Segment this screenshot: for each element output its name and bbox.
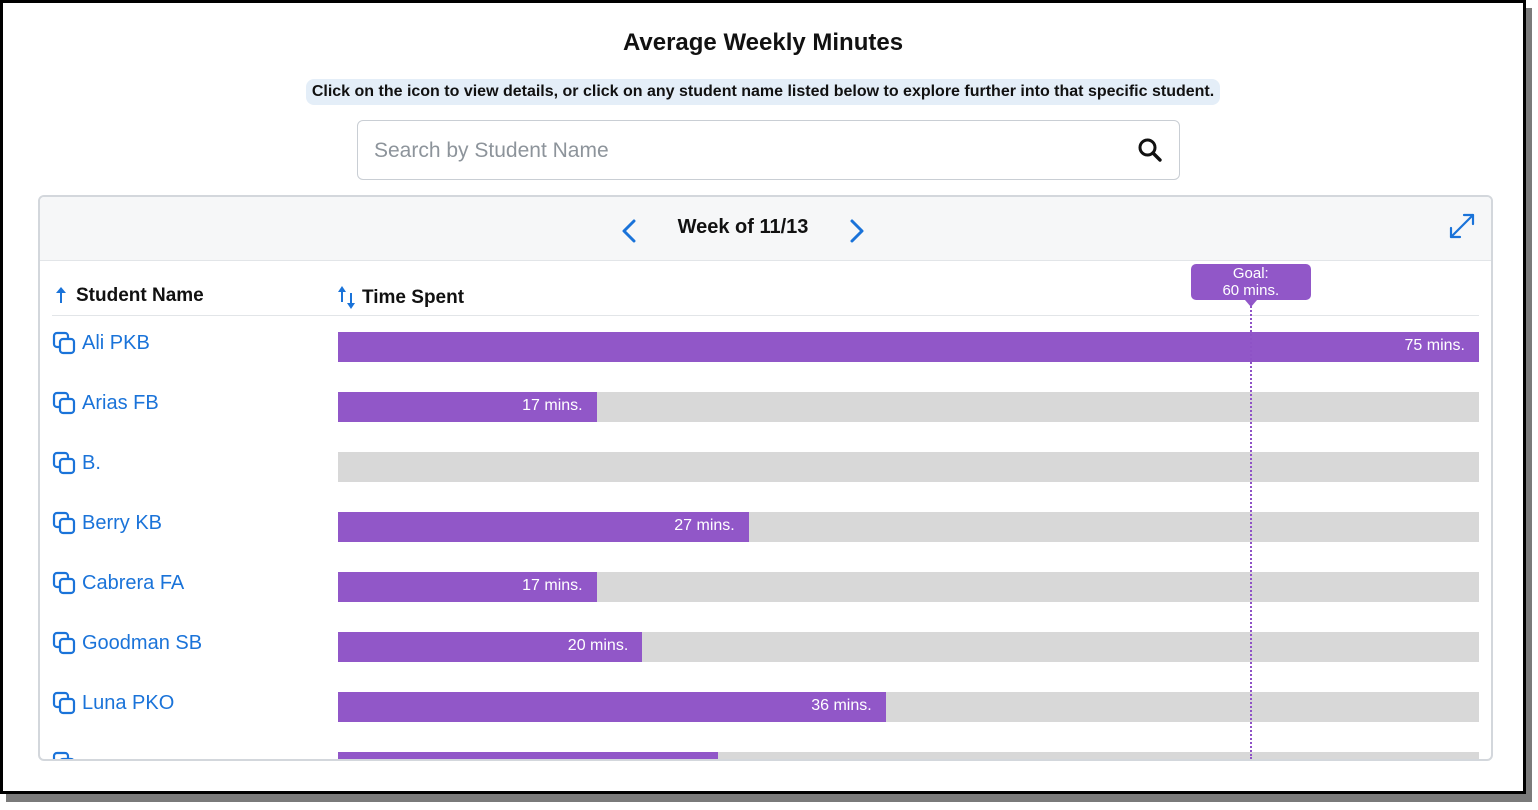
- table-row: Ali PKB 75 mins.: [40, 317, 1491, 377]
- details-icon[interactable]: [52, 571, 76, 595]
- details-icon[interactable]: [52, 451, 76, 475]
- table-row: Berry KB 27 mins.: [40, 497, 1491, 557]
- student-name: Arias FB: [82, 391, 159, 414]
- details-icon[interactable]: [52, 331, 76, 355]
- time-bar-track: 20 mins.: [338, 632, 1479, 662]
- table-row: [40, 737, 1491, 761]
- time-bar-track: 36 mins.: [338, 692, 1479, 722]
- header-divider: [52, 315, 1479, 316]
- time-bar-track: 17 mins.: [338, 572, 1479, 602]
- student-name: Goodman SB: [82, 631, 203, 654]
- student-name-link[interactable]: B.: [52, 451, 101, 475]
- week-label: Week of 11/13: [677, 216, 809, 238]
- student-name-link[interactable]: Goodman SB: [52, 631, 202, 655]
- details-icon[interactable]: [52, 691, 76, 715]
- column-header-time-spent[interactable]: Time Spent: [336, 285, 464, 311]
- goal-label: Goal:: [1232, 265, 1269, 282]
- table-row: Luna PKO 36 mins.: [40, 677, 1491, 737]
- student-name-link[interactable]: Cabrera FA: [52, 571, 184, 595]
- student-name-link[interactable]: Berry KB: [52, 511, 162, 535]
- time-bar-fill: 17 mins.: [338, 392, 597, 422]
- time-bar-fill: [338, 752, 719, 759]
- sort-ascending-icon: [56, 287, 66, 303]
- table-row: Arias FB 17 mins.: [40, 377, 1491, 437]
- minutes-panel: Week of 11/13 Student Name: [38, 195, 1493, 761]
- page-title: Average Weekly Minutes: [622, 29, 904, 56]
- search-box: [357, 120, 1180, 181]
- time-bar-label: 17 mins.: [522, 397, 583, 414]
- student-name-link[interactable]: [52, 751, 82, 761]
- time-bar-label: 27 mins.: [674, 517, 735, 534]
- details-icon[interactable]: [52, 751, 76, 761]
- app-frame: Average Weekly Minutes Click on the icon…: [0, 0, 1526, 794]
- goal-marker-label: Goal: 60 mins.: [1190, 264, 1311, 307]
- table-row: B.: [40, 437, 1491, 497]
- time-bar-track: 17 mins.: [338, 392, 1479, 422]
- details-icon[interactable]: [52, 631, 76, 655]
- chevron-right-icon[interactable]: [845, 217, 869, 245]
- student-name: Cabrera FA: [82, 571, 185, 594]
- column-header-label: Time Spent: [362, 287, 465, 308]
- time-bar-label: 75 mins.: [1404, 337, 1465, 354]
- time-bar-label: 17 mins.: [522, 577, 583, 594]
- sort-toggle-icon: [338, 286, 355, 309]
- time-bar-track: [338, 752, 1479, 759]
- column-header-label: Student Name: [76, 285, 204, 306]
- goal-value: 60 mins.: [1222, 282, 1280, 299]
- time-bar-track: 75 mins.: [338, 332, 1479, 362]
- time-bar-fill: 17 mins.: [338, 572, 597, 602]
- student-name: Luna PKO: [82, 691, 175, 714]
- time-bar-track: [338, 452, 1479, 482]
- chevron-left-icon[interactable]: [617, 217, 641, 245]
- student-name: B.: [82, 451, 101, 474]
- student-name: Berry KB: [82, 511, 163, 534]
- time-bar-label: 36 mins.: [811, 697, 872, 714]
- student-name-link[interactable]: Arias FB: [52, 391, 159, 415]
- search-icon[interactable]: [1137, 137, 1163, 163]
- details-icon[interactable]: [52, 511, 76, 535]
- time-bar-fill: 75 mins.: [338, 332, 1479, 362]
- table-row: Cabrera FA 17 mins.: [40, 557, 1491, 617]
- expand-icon[interactable]: [1447, 211, 1477, 241]
- time-bar-fill: 36 mins.: [338, 692, 886, 722]
- student-name-link[interactable]: Luna PKO: [52, 691, 174, 715]
- time-bar-label: 20 mins.: [567, 637, 629, 654]
- time-bar-fill: 27 mins.: [338, 512, 749, 542]
- instruction-hint: Click on the icon to view details, or cl…: [305, 79, 1221, 105]
- time-bar-fill: 20 mins.: [338, 632, 643, 662]
- details-icon[interactable]: [52, 391, 76, 415]
- hint-container: Click on the icon to view details, or cl…: [3, 79, 1523, 105]
- column-header-student-name[interactable]: Student Name: [54, 285, 204, 307]
- student-name: Ali PKB: [82, 331, 150, 354]
- table-row: Goodman SB 20 mins.: [40, 617, 1491, 677]
- time-bar-track: 27 mins.: [338, 512, 1479, 542]
- goal-line: [1249, 303, 1252, 759]
- search-input[interactable]: [372, 121, 1136, 181]
- student-name-link[interactable]: Ali PKB: [52, 331, 150, 355]
- week-navigation-bar: Week of 11/13: [40, 197, 1491, 261]
